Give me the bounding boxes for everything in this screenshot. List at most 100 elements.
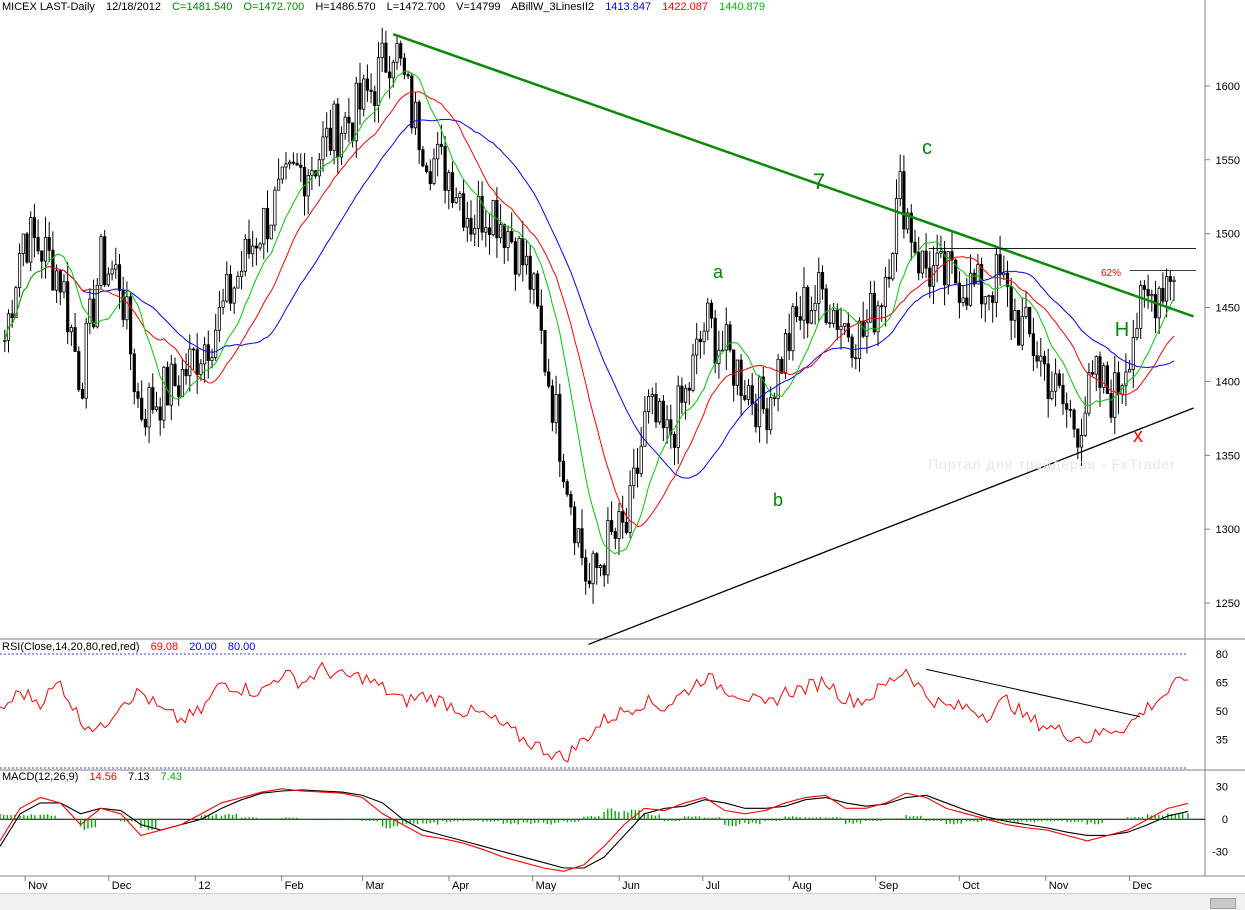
price-candle — [498, 224, 503, 239]
price-candle — [591, 553, 595, 585]
price-candle — [1113, 372, 1117, 418]
price-candle — [1146, 289, 1150, 297]
price-candle — [461, 193, 466, 228]
rsi-header: RSI(Close,14,20,80,red,red) 69.08 20.00 … — [2, 641, 263, 653]
price-candle — [543, 329, 547, 373]
price-candle — [683, 387, 688, 403]
price-candle — [998, 254, 1002, 276]
month-label: 12 — [198, 880, 210, 892]
price-candle — [917, 251, 921, 274]
price-candle — [987, 295, 991, 298]
price-candle — [558, 394, 562, 462]
price-candle — [979, 264, 984, 305]
price-candle — [902, 171, 906, 230]
price-candle — [29, 217, 33, 263]
price-candle — [395, 43, 399, 63]
close-value: C=1481.540 — [172, 1, 233, 13]
price-candle — [269, 224, 273, 240]
price-candle — [687, 387, 691, 391]
price-candle — [117, 264, 122, 292]
price-candle — [436, 143, 440, 160]
price-candle — [1079, 435, 1084, 448]
price-candle — [143, 418, 147, 428]
month-label: Sep — [879, 880, 899, 892]
price-candle — [1153, 294, 1158, 319]
month-label: Dec — [112, 880, 132, 892]
scroll-thumb[interactable] — [1210, 898, 1236, 909]
price-candle — [820, 271, 825, 290]
price-candle — [391, 61, 395, 79]
price-candle — [850, 336, 854, 359]
price-candle — [739, 359, 743, 397]
price-candle — [454, 197, 458, 204]
price-candle — [210, 357, 214, 361]
macd-tick-label: 0 — [1222, 814, 1228, 826]
price-candle — [554, 394, 558, 423]
price-candle — [780, 358, 784, 374]
price-candle — [787, 333, 791, 352]
price-candle — [332, 103, 336, 151]
price-candle — [1094, 356, 1098, 375]
price-candle — [417, 101, 421, 151]
price-candle — [665, 419, 669, 429]
price-candle — [831, 309, 836, 324]
rsi-tick-label: 80 — [1216, 649, 1228, 661]
price-tick-label: 1600 — [1216, 81, 1240, 93]
price-candle — [1135, 327, 1139, 338]
horizontal-scrollbar[interactable] — [0, 893, 1245, 910]
date-label: 12/18/2012 — [105, 1, 162, 13]
price-tick-label: 1300 — [1216, 524, 1240, 536]
rsi-tick-label: 50 — [1216, 706, 1228, 718]
price-candle — [983, 296, 987, 305]
price-candle — [336, 103, 340, 158]
price-candle — [813, 302, 817, 311]
price-candle — [469, 217, 473, 235]
price-candle — [265, 207, 270, 240]
wave-label-7: 7 — [813, 169, 825, 194]
price-candle — [839, 325, 843, 331]
price-candle — [376, 57, 381, 106]
price-candle — [373, 91, 377, 106]
price-candle — [843, 323, 847, 327]
macd-label: MACD(12,26,9) — [2, 771, 79, 783]
price-candle — [735, 359, 739, 386]
price-candle — [510, 230, 514, 243]
price-candle — [465, 217, 469, 228]
price-candle — [125, 296, 129, 321]
price-candle — [643, 411, 647, 447]
price-candle — [354, 82, 358, 142]
price-candle — [450, 172, 455, 204]
price-candle — [1127, 368, 1132, 373]
indicator-green-value: 1440.879 — [719, 1, 765, 13]
price-candle — [306, 175, 310, 197]
price-candle — [77, 351, 81, 390]
watermark: Портал для трейдеров - FxTrader — [928, 456, 1176, 472]
price-candle — [258, 243, 262, 249]
price-candle — [480, 195, 484, 233]
price-candle — [1102, 365, 1106, 388]
price-candle — [95, 284, 99, 328]
price-candle — [887, 276, 891, 280]
price-candle — [202, 344, 207, 365]
price-candle — [621, 511, 625, 523]
price-candle — [1164, 276, 1169, 302]
price-candle — [3, 339, 7, 342]
rsi-high: 80.00 — [227, 641, 256, 653]
price-candle — [88, 298, 92, 324]
price-candle — [262, 207, 266, 245]
price-candle — [58, 270, 62, 293]
month-label: Mar — [366, 880, 385, 892]
price-candle — [154, 406, 159, 411]
symbol-label: MICEX LAST-Daily — [2, 1, 95, 13]
rsi-low: 20.00 — [189, 641, 217, 653]
price-candle — [1087, 372, 1091, 414]
price-candle — [868, 292, 873, 323]
price-candle — [239, 270, 244, 277]
price-candle — [547, 371, 551, 387]
price-candle — [1161, 287, 1165, 302]
price-candle — [1046, 363, 1050, 399]
price-candle — [569, 493, 573, 508]
price-candle — [1042, 355, 1047, 365]
price-candle — [1028, 306, 1032, 335]
price-candle — [602, 565, 606, 576]
